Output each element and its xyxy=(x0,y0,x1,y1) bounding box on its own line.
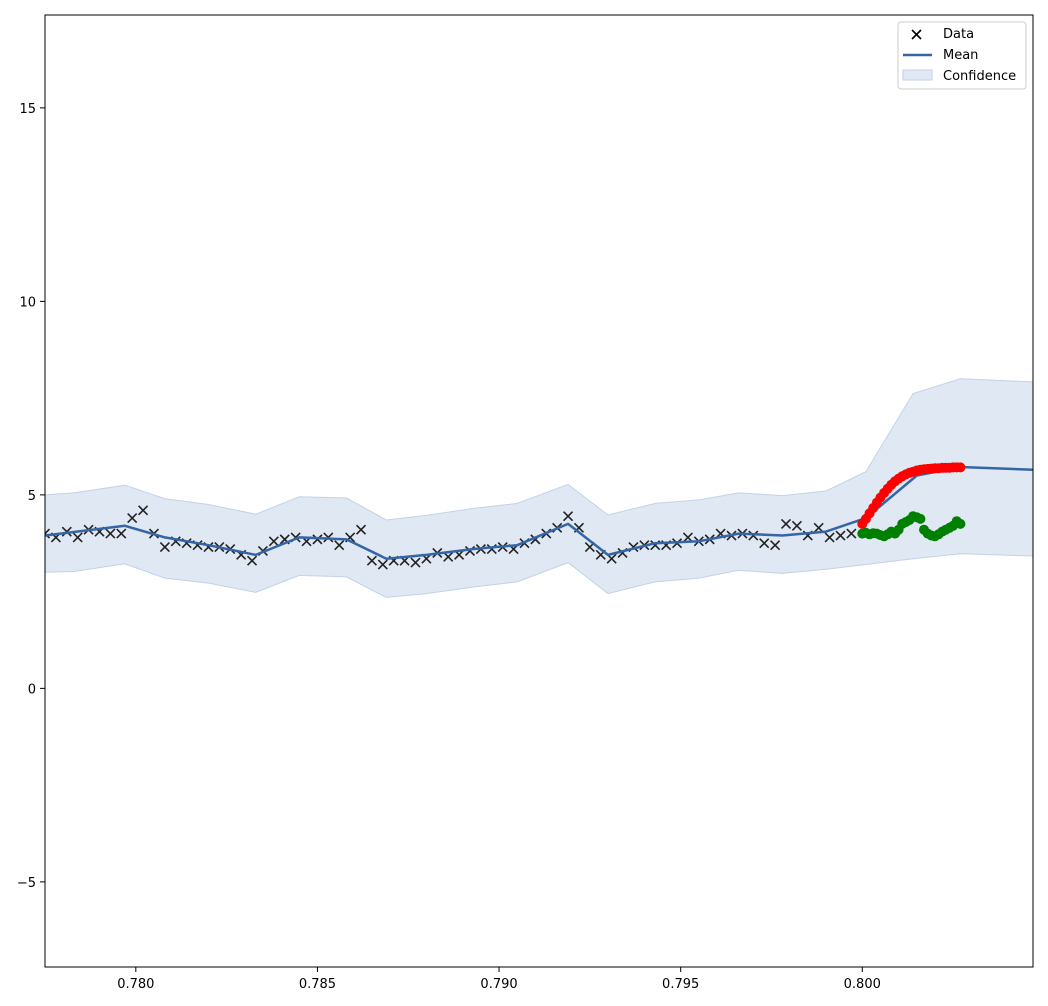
data-point xyxy=(791,520,802,531)
data-point xyxy=(846,528,857,539)
data-point xyxy=(377,559,388,570)
x-tick-label: 0.780 xyxy=(117,977,154,992)
forecast-point-green xyxy=(915,513,926,524)
x-tick-label: 0.785 xyxy=(299,977,336,992)
y-tick-label: −5 xyxy=(17,876,36,891)
data-point xyxy=(116,528,127,539)
y-tick-label: 10 xyxy=(19,295,36,310)
mean-line xyxy=(45,465,1033,560)
data-point xyxy=(824,532,835,543)
data-point xyxy=(748,530,759,541)
plot-area xyxy=(45,378,1033,598)
data-point xyxy=(138,505,149,516)
x-axis: 0.780 0.785 0.790 0.795 0.800 xyxy=(117,967,881,992)
data-point xyxy=(246,555,258,566)
forecast-points-layer xyxy=(857,462,966,542)
confidence-band-layer xyxy=(45,378,1033,598)
y-tick-label: 0 xyxy=(28,682,36,697)
data-point xyxy=(45,528,51,539)
axes-frame xyxy=(44,14,1034,968)
data-point xyxy=(355,524,367,535)
y-tick-label: 5 xyxy=(28,489,36,504)
data-point xyxy=(780,518,792,529)
forecast-point-red xyxy=(955,462,966,473)
data-point xyxy=(410,557,421,568)
data-point xyxy=(334,540,345,551)
mean-line-layer xyxy=(45,465,1033,560)
data-point xyxy=(759,538,770,549)
confidence-band xyxy=(45,378,1033,598)
legend-label-mean: Mean xyxy=(943,48,978,63)
data-point xyxy=(159,542,170,553)
x-tick-label: 0.795 xyxy=(662,977,699,992)
data-point xyxy=(268,536,279,547)
legend-label-confidence: Confidence xyxy=(943,69,1016,84)
data-point xyxy=(105,528,116,539)
y-tick-label: 15 xyxy=(19,102,36,117)
legend-label-data: Data xyxy=(943,27,974,42)
x-tick-label: 0.790 xyxy=(480,977,517,992)
legend: Data Mean Confidence xyxy=(897,21,1027,90)
y-axis: −5 0 5 10 15 xyxy=(17,102,45,891)
legend-confidence-swatch xyxy=(902,69,933,81)
forecast-point-green xyxy=(955,518,966,529)
legend-data-marker xyxy=(911,29,922,40)
data-point xyxy=(562,511,574,522)
data-point xyxy=(72,532,83,543)
data-point xyxy=(835,530,846,541)
data-point xyxy=(366,555,377,566)
data-point xyxy=(770,540,781,551)
data-point xyxy=(127,513,138,524)
x-tick-label: 0.800 xyxy=(844,977,881,992)
